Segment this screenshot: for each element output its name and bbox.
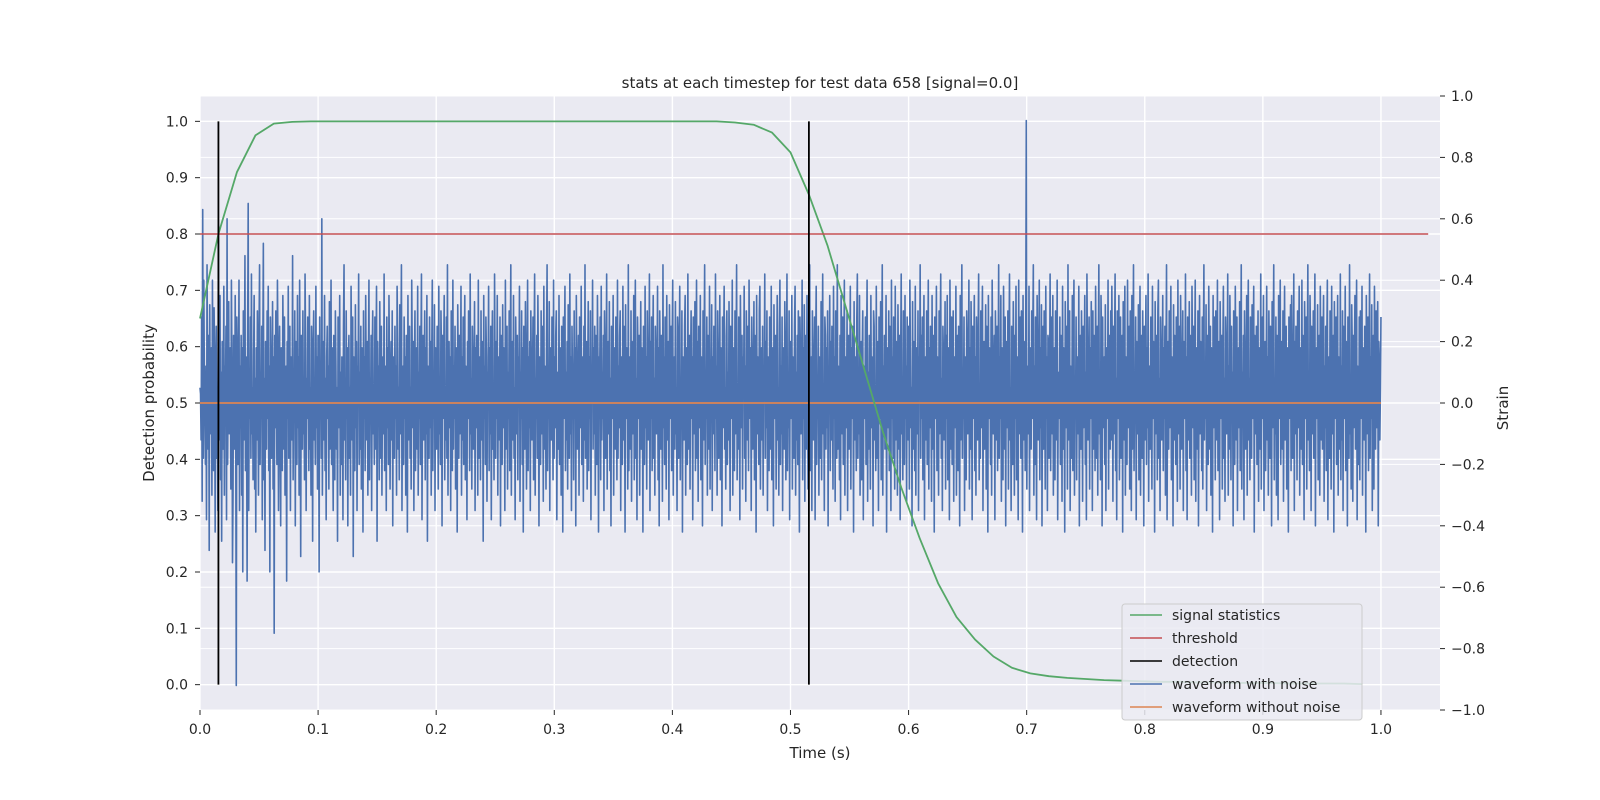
x-tick-label: 0.8 xyxy=(1134,722,1156,738)
y-axis-left: 0.0 0.1 0.2 0.3 0.4 0.5 0.6 0.7 0.8 0.9 1.0 xyxy=(166,114,200,694)
waveform-with-noise-line xyxy=(199,119,1382,687)
x-tick-label: 0.7 xyxy=(1016,722,1038,738)
x-tick-label: 0.2 xyxy=(425,722,447,738)
y-tick-label: 0.6 xyxy=(166,340,188,356)
x-tick-label: 1.0 xyxy=(1370,722,1392,738)
legend-item: threshold xyxy=(1130,631,1238,647)
y2-tick-label: −1.0 xyxy=(1451,703,1485,719)
legend-label: waveform with noise xyxy=(1172,677,1317,693)
y2-tick-label: 0.8 xyxy=(1451,150,1473,166)
y-tick-label: 0.7 xyxy=(166,283,188,299)
legend-item: waveform without noise xyxy=(1130,700,1340,716)
legend-label: detection xyxy=(1172,654,1238,670)
legend-box xyxy=(1121,603,1363,721)
y2-tick-label: −0.8 xyxy=(1451,642,1485,658)
y-tick-label: 0.4 xyxy=(166,452,188,468)
x-tick-label: 0.9 xyxy=(1252,722,1274,738)
y-tick-label: 0.3 xyxy=(166,509,188,525)
y2-tick-label: −0.6 xyxy=(1451,580,1485,596)
y-axis-label: Detection probability xyxy=(140,324,158,482)
x-tick-label: 0.4 xyxy=(661,722,683,738)
y2-tick-label: 0.2 xyxy=(1451,335,1473,351)
legend-item: detection xyxy=(1130,654,1238,670)
x-tick-label: 0.5 xyxy=(779,722,801,738)
x-axis: 0.0 0.1 0.2 0.3 0.4 0.5 0.6 0.7 0.8 0.9 1.0 xyxy=(189,710,1392,738)
x-tick-label: 0.0 xyxy=(189,722,211,738)
x-tick-label: 0.3 xyxy=(543,722,565,738)
y-tick-label: 0.9 xyxy=(166,171,188,187)
y2-tick-label: 0.6 xyxy=(1451,212,1473,228)
y-axis-right: −1.0 −0.8 −0.6 −0.4 −0.2 0.0 0.2 0.4 0.6 0.8 1.0 xyxy=(1440,89,1485,719)
x-axis-label: Time (s) xyxy=(789,744,851,762)
y-tick-label: 0.0 xyxy=(166,678,188,694)
x-tick-label: 0.1 xyxy=(307,722,329,738)
legend-label: waveform without noise xyxy=(1172,700,1340,716)
chart-title: stats at each timestep for test data 658… xyxy=(622,74,1019,92)
legend-label: threshold xyxy=(1172,631,1238,647)
y2-tick-label: −0.4 xyxy=(1451,519,1485,535)
legend-item: waveform with noise xyxy=(1130,677,1317,693)
legend-item: signal statistics xyxy=(1130,608,1280,624)
y2-tick-label: 0.0 xyxy=(1451,396,1473,412)
y2-tick-label: −0.2 xyxy=(1451,457,1485,473)
y-tick-label: 0.2 xyxy=(166,565,188,581)
x-tick-label: 0.6 xyxy=(897,722,919,738)
y-tick-label: 1.0 xyxy=(166,114,188,130)
legend-label: signal statistics xyxy=(1172,608,1280,624)
y-tick-label: 0.8 xyxy=(166,227,188,243)
y2-tick-label: 1.0 xyxy=(1451,89,1473,105)
y-tick-label: 0.5 xyxy=(166,396,188,412)
y2-axis-label: Strain xyxy=(1494,386,1512,430)
legend: signal statistics threshold detection wa… xyxy=(1121,603,1363,721)
series-layer xyxy=(199,119,1429,687)
y-tick-label: 0.1 xyxy=(166,621,188,637)
y2-tick-label: 0.4 xyxy=(1451,273,1473,289)
